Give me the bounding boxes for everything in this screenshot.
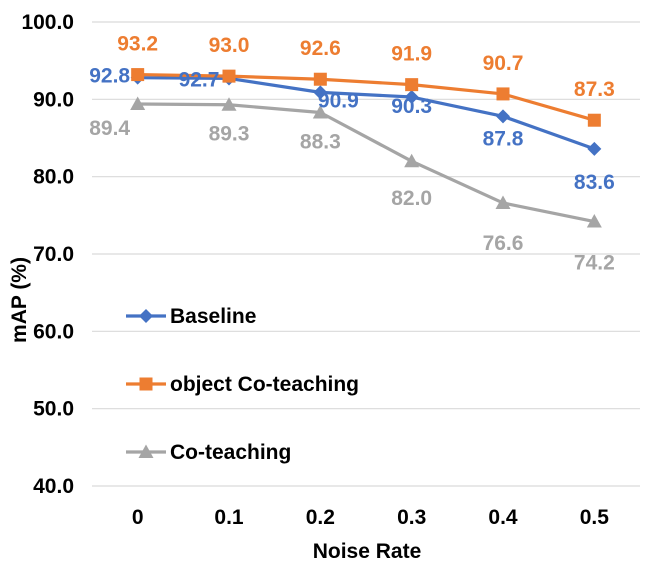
data-point-marker (313, 72, 327, 86)
data-point-marker (496, 109, 510, 124)
legend-marker (138, 444, 154, 458)
data-point-marker (313, 85, 328, 100)
x-tick-label: 0.3 (397, 506, 426, 529)
data-point-marker (312, 104, 328, 119)
legend-label: Co-teaching (170, 441, 291, 464)
x-axis-ticks: 0 0.1 0.2 0.3 0.4 0.5 (132, 506, 609, 529)
legend-marker (139, 377, 153, 391)
series-co-teaching (130, 96, 602, 228)
data-label: 93.0 (209, 34, 250, 57)
data-label: 88.3 (300, 130, 341, 153)
data-point-marker (131, 68, 145, 82)
series-group (130, 68, 602, 228)
y-tick-label: 80.0 (33, 166, 74, 189)
data-labels: 92.8 92.7 90.9 90.3 87.8 83.6 93.2 93.0 92.6 91.9… (89, 33, 615, 275)
series-object-co-teaching (131, 68, 601, 127)
series-line (137, 102, 595, 224)
series-line (137, 72, 595, 122)
data-label: 92.7 (179, 68, 220, 91)
data-label: 74.2 (574, 252, 615, 275)
legend-item: Baseline (126, 305, 256, 328)
data-point-marker (405, 78, 419, 92)
data-point-marker (587, 141, 602, 156)
x-tick-label: 0 (132, 506, 144, 529)
legend: Baseline object Co-teaching Co-teaching (126, 305, 359, 464)
data-label: 82.0 (391, 187, 432, 210)
data-point-marker (222, 69, 236, 83)
data-point-marker (496, 87, 510, 101)
x-tick-label: 0.1 (214, 506, 244, 529)
legend-item: Co-teaching (126, 441, 291, 464)
legend-label: object Co-teaching (170, 373, 359, 396)
legend-label: Baseline (170, 305, 256, 328)
data-label: 83.6 (574, 171, 615, 194)
y-tick-label: 90.0 (33, 88, 74, 111)
data-point-marker (221, 97, 237, 111)
legend-marker (139, 309, 153, 323)
data-point-marker (404, 153, 420, 168)
y-tick-label: 60.0 (33, 320, 74, 343)
data-label: 87.3 (574, 78, 615, 101)
data-label: 90.9 (318, 89, 359, 112)
x-axis-title: Noise Rate (313, 540, 422, 563)
y-tick-label: 100.0 (21, 11, 74, 34)
data-label: 93.2 (117, 33, 158, 56)
series-line (137, 76, 595, 151)
data-label: 90.3 (391, 95, 432, 118)
data-label: 76.6 (483, 232, 524, 255)
y-axis-title: mAP (%) (8, 257, 31, 343)
data-label: 89.4 (89, 117, 130, 140)
data-point-marker (404, 90, 419, 105)
y-tick-label: 50.0 (33, 398, 74, 421)
data-point-marker (130, 96, 146, 110)
y-axis-ticks: 40.0 50.0 60.0 70.0 80.0 90.0 100.0 (21, 11, 74, 498)
data-label: 92.8 (89, 65, 130, 88)
data-point-marker (586, 214, 602, 228)
data-label: 92.6 (300, 37, 341, 60)
data-label: 89.3 (209, 123, 250, 146)
x-tick-label: 0.5 (580, 506, 610, 529)
data-label: 87.8 (483, 127, 524, 150)
data-point-marker (587, 113, 601, 127)
data-point-marker (495, 195, 511, 209)
legend-item: object Co-teaching (126, 373, 359, 396)
x-tick-label: 0.4 (488, 506, 518, 529)
data-label: 91.9 (391, 43, 432, 66)
y-tick-label: 40.0 (33, 475, 74, 498)
y-tick-label: 70.0 (33, 243, 74, 266)
x-tick-label: 0.2 (306, 506, 335, 529)
data-label: 90.7 (483, 52, 524, 75)
gridlines (92, 21, 640, 487)
